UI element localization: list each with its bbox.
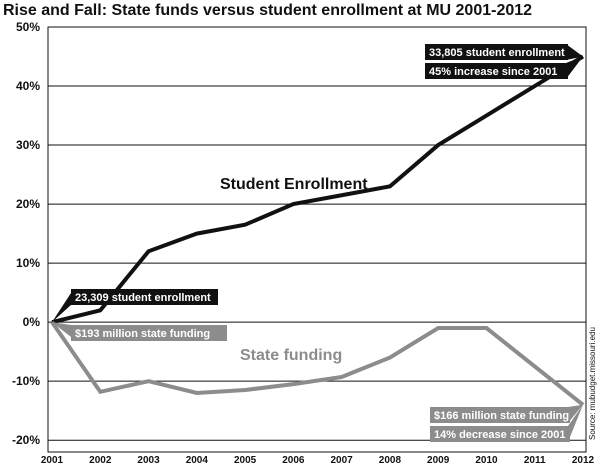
grid — [48, 26, 586, 441]
callout-box — [425, 63, 568, 79]
series-line-funding — [50, 320, 585, 407]
callout-box — [71, 325, 227, 341]
callout-end-funding-change: 14% decrease since 2001 — [430, 404, 583, 442]
x-tick-label: 2003 — [137, 455, 160, 466]
series-lines — [50, 54, 585, 407]
callout-pointer — [566, 44, 583, 60]
source-note: Source: mubudget.missouri.edu — [588, 327, 597, 440]
annotations: 23,309 student enrollment $193 million st… — [52, 44, 583, 442]
callout-box — [71, 289, 218, 305]
x-tick-label: 2012 — [572, 455, 595, 466]
callout-text: 14% decrease since 2001 — [434, 429, 566, 441]
y-tick-label: -10% — [12, 374, 40, 388]
plot-frame — [47, 26, 587, 453]
y-tick-label: 0% — [23, 315, 41, 329]
y-tick-label: 20% — [16, 197, 40, 211]
callout-text: $166 million state funding — [434, 410, 569, 422]
x-tick-label: 2009 — [427, 455, 450, 466]
x-tick-label: 2007 — [331, 455, 354, 466]
x-axis: 2001 2002 2003 2004 2005 2006 2007 2008 2009 2010… — [41, 455, 595, 466]
callout-pointer — [52, 322, 71, 337]
x-tick-label: 2001 — [41, 455, 64, 466]
callout-text: $193 million state funding — [75, 328, 210, 340]
x-tick-label: 2002 — [89, 455, 112, 466]
callout-pointer — [568, 404, 583, 442]
callout-end-enrollment-change: 45% increase since 2001 — [425, 56, 583, 79]
callout-start-enrollment: 23,309 student enrollment — [52, 289, 218, 323]
x-tick-label: 2008 — [379, 455, 402, 466]
series-line-enrollment — [51, 54, 585, 325]
y-tick-label: 30% — [16, 138, 40, 152]
series-label-enrollment: Student Enrollment — [220, 176, 368, 193]
callout-text: 45% increase since 2001 — [429, 66, 557, 78]
callout-box — [430, 407, 570, 423]
callout-box — [425, 44, 568, 60]
callout-box — [430, 426, 570, 442]
y-axis: 50% 40% 30% 20% 10% 0% -10% -20% — [12, 20, 40, 447]
series-label-funding: State funding — [240, 347, 342, 364]
callout-text: 23,309 student enrollment — [75, 292, 211, 304]
chart-title: Rise and Fall: State funds versus studen… — [3, 2, 532, 19]
callout-pointer — [566, 56, 583, 79]
callout-pointer — [568, 404, 583, 423]
callout-text: 33,805 student enrollment — [429, 47, 565, 59]
y-tick-label: 40% — [16, 79, 40, 93]
callout-end-enrollment-count: 33,805 student enrollment — [425, 44, 583, 60]
callout-start-funding: $193 million state funding — [52, 322, 227, 341]
x-tick-label: 2011 — [524, 455, 546, 466]
y-tick-label: 10% — [16, 256, 40, 270]
x-tick-label: 2006 — [282, 455, 305, 466]
callout-pointer — [52, 293, 71, 323]
x-tick-label: 2010 — [475, 455, 498, 466]
callout-end-funding-amount: $166 million state funding — [430, 404, 583, 423]
x-tick-label: 2005 — [234, 455, 257, 466]
x-tick-label: 2004 — [186, 455, 209, 466]
y-tick-label: -20% — [12, 433, 40, 447]
y-tick-label: 50% — [16, 20, 40, 34]
